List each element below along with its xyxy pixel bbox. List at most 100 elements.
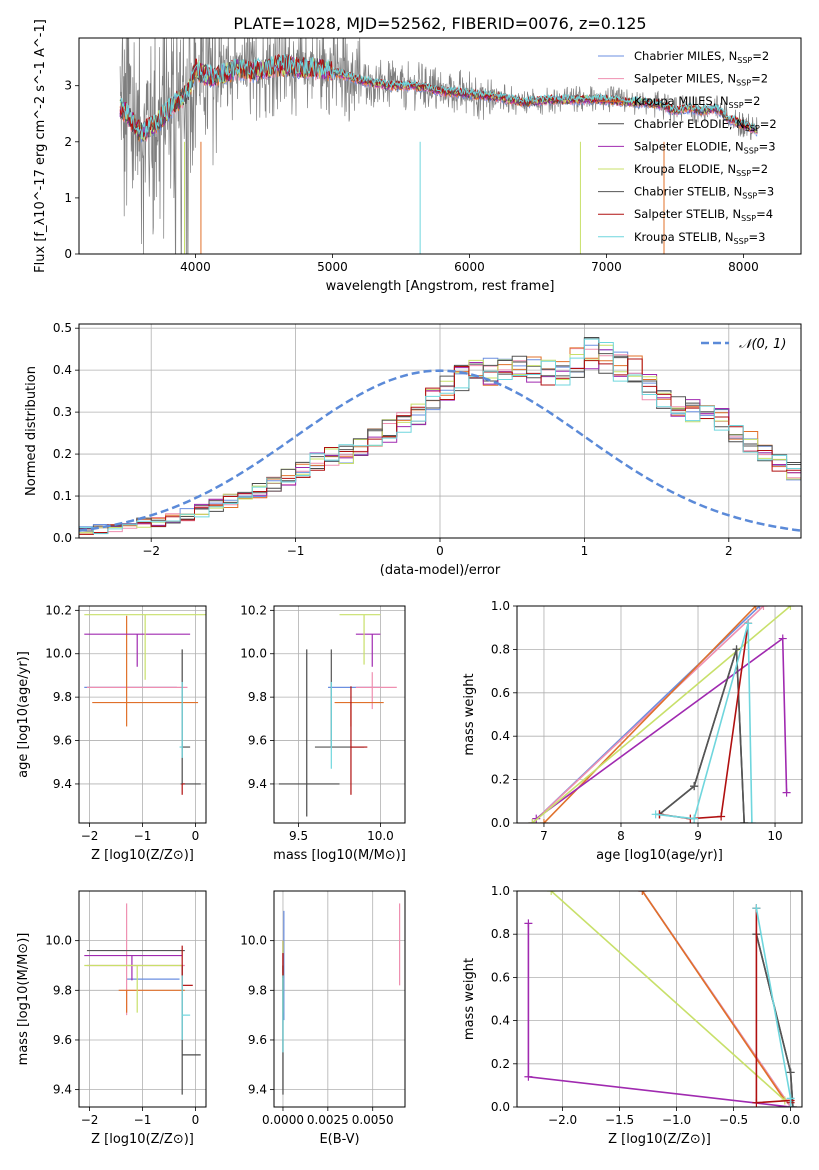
axes-frame [273,890,406,1108]
legend-label: Salpeter ELODIE, NSSP=3 [634,139,776,155]
y-tick-label: 1.0 [491,599,510,613]
legend-label: Chabrier ELODIE, NSSP=2 [634,117,777,133]
age-vs-metallicity-panel: −2 −1 0 9.4 9.6 9.8 10.0 10.2 Z [log10(Z/Z⊙)] age… [16,603,207,863]
x-axis-label: Z [log10(Z/Z⊙)] [91,848,194,863]
plot-area [84,903,201,1095]
x-tick-label: −1 [134,829,152,843]
y-tick-label: 0.4 [53,363,72,377]
weight-marker-5 [547,891,556,895]
x-tick-label: 10 [767,829,782,843]
y-tick-label: 0.2 [491,1057,510,1071]
x-tick-label: −2 [81,1113,99,1127]
y-tick-label: 9.6 [53,734,72,748]
x-tick-label: −1.0 [662,1113,691,1127]
y-axis-label: Flux [f_λ10^-17 erg cm^-2 s^-1 A^-1] [33,19,48,273]
x-tick-label: −2 [142,544,160,558]
weight-line-2 [641,891,786,1101]
y-tick-label: 0.0 [491,1100,510,1114]
weight-marker-8 [786,1103,795,1107]
x-tick-label: 1 [581,544,589,558]
plot-area [278,614,397,817]
x-tick-label: 0 [192,1113,200,1127]
y-axis-label: Normed distribution [24,366,39,496]
x-tick-label: 9.5 [289,829,308,843]
weight-marker-8 [744,619,753,628]
legend-label: Kroupa MILES, NSSP=2 [634,94,760,110]
model-spectrum-7 [119,53,758,138]
weight-marker-4 [524,919,533,928]
weight-marker-6 [732,645,741,654]
weight-line-5 [531,606,791,823]
x-axis-label: age [log10(age/yr)] [596,848,723,863]
x-tick-label: 10.0 [367,829,394,843]
weight-marker-4 [782,788,791,797]
y-tick-label: 9.4 [248,777,267,791]
y-tick-label: 2 [64,135,72,149]
mass-vs-ebv-panel: 0.0000 0.0025 0.0050 9.4 9.6 9.8 10.0 E(B-V) [240,890,406,1147]
mass-vs-metallicity-panel: −2 −1 0 9.4 9.6 9.8 10.0 Z [log10(Z/Z⊙)] mass [l… [16,890,207,1147]
y-tick-label: 10.0 [240,934,267,948]
weight-line-8 [655,623,753,823]
y-tick-label: 9.8 [248,690,267,704]
y-tick-label: 9.6 [248,734,267,748]
y-tick-label: 0.6 [491,686,510,700]
x-tick-label: 0.0 [781,1113,800,1127]
x-tick-label: −2 [81,829,99,843]
x-tick-label: −2.0 [548,1113,577,1127]
weight-marker-8 [786,1094,795,1103]
observed-spectrum [119,38,758,254]
plot-area [282,903,401,1095]
y-axis-label: mass weight [462,673,477,755]
legend-label: Salpeter MILES, NSSP=2 [634,72,768,88]
axes-frame [273,605,406,824]
plot-area [79,337,801,535]
weight-line-1 [531,606,765,823]
x-tick-label: 0.0025 [307,1113,349,1127]
legend-label: Kroupa ELODIE, NSSP=2 [634,162,768,178]
weight-marker-4 [524,1072,533,1081]
y-tick-label: 0.3 [53,405,72,419]
weight-marker-2 [638,891,647,895]
y-axis-label: age [log10(age/yr)] [16,651,31,778]
x-tick-label: 8 [617,829,625,843]
weight-marker-8 [752,904,761,913]
residual-histogram-7 [79,358,801,535]
x-axis-label: (data-model)/error [380,563,501,578]
y-axis-label: mass [log10(M/M⊙)] [16,933,31,1066]
weight-marker-1 [759,606,768,610]
x-tick-label: 0 [192,829,200,843]
plot-area [524,891,797,1107]
x-axis-label: Z [log10(Z/Z⊙)] [91,1132,194,1147]
y-tick-label: 0 [64,247,72,261]
x-tick-label: 0 [436,544,444,558]
x-tick-label: 6000 [454,260,485,274]
plot-area [119,38,758,254]
y-tick-label: 10.0 [240,647,267,661]
residual-histogram-0 [79,344,801,528]
residual-histogram-8 [79,338,801,535]
weight-marker-5 [786,606,795,610]
y-tick-label: 0.2 [53,447,72,461]
legend-label: Chabrier STELIB, NSSP=3 [634,185,774,201]
legend-label: Chabrier MILES, NSSP=2 [634,49,769,65]
plot-area [84,614,206,795]
y-tick-label: 0.8 [491,927,510,941]
y-tick-label: 10.0 [45,647,72,661]
plot-area [528,606,795,823]
weight-line-8 [755,908,792,1107]
y-tick-label: 0.0 [491,816,510,830]
weight-marker-8 [747,819,756,823]
normal-reference-curve [79,369,801,532]
weight-marker-8 [651,810,660,819]
y-tick-label: 9.6 [248,1033,267,1047]
weight-line-4 [527,923,791,1107]
legend-label: 𝒩(0, 1) [739,337,786,352]
y-tick-label: 10.0 [45,934,72,948]
weight-marker-2 [539,819,548,823]
weight-marker-4 [778,634,787,643]
y-tick-label: 9.4 [248,1083,267,1097]
weight-line-6 [658,649,745,823]
x-axis-label: Z [log10(Z/Z⊙)] [608,1132,711,1147]
y-tick-label: 0.2 [491,773,510,787]
